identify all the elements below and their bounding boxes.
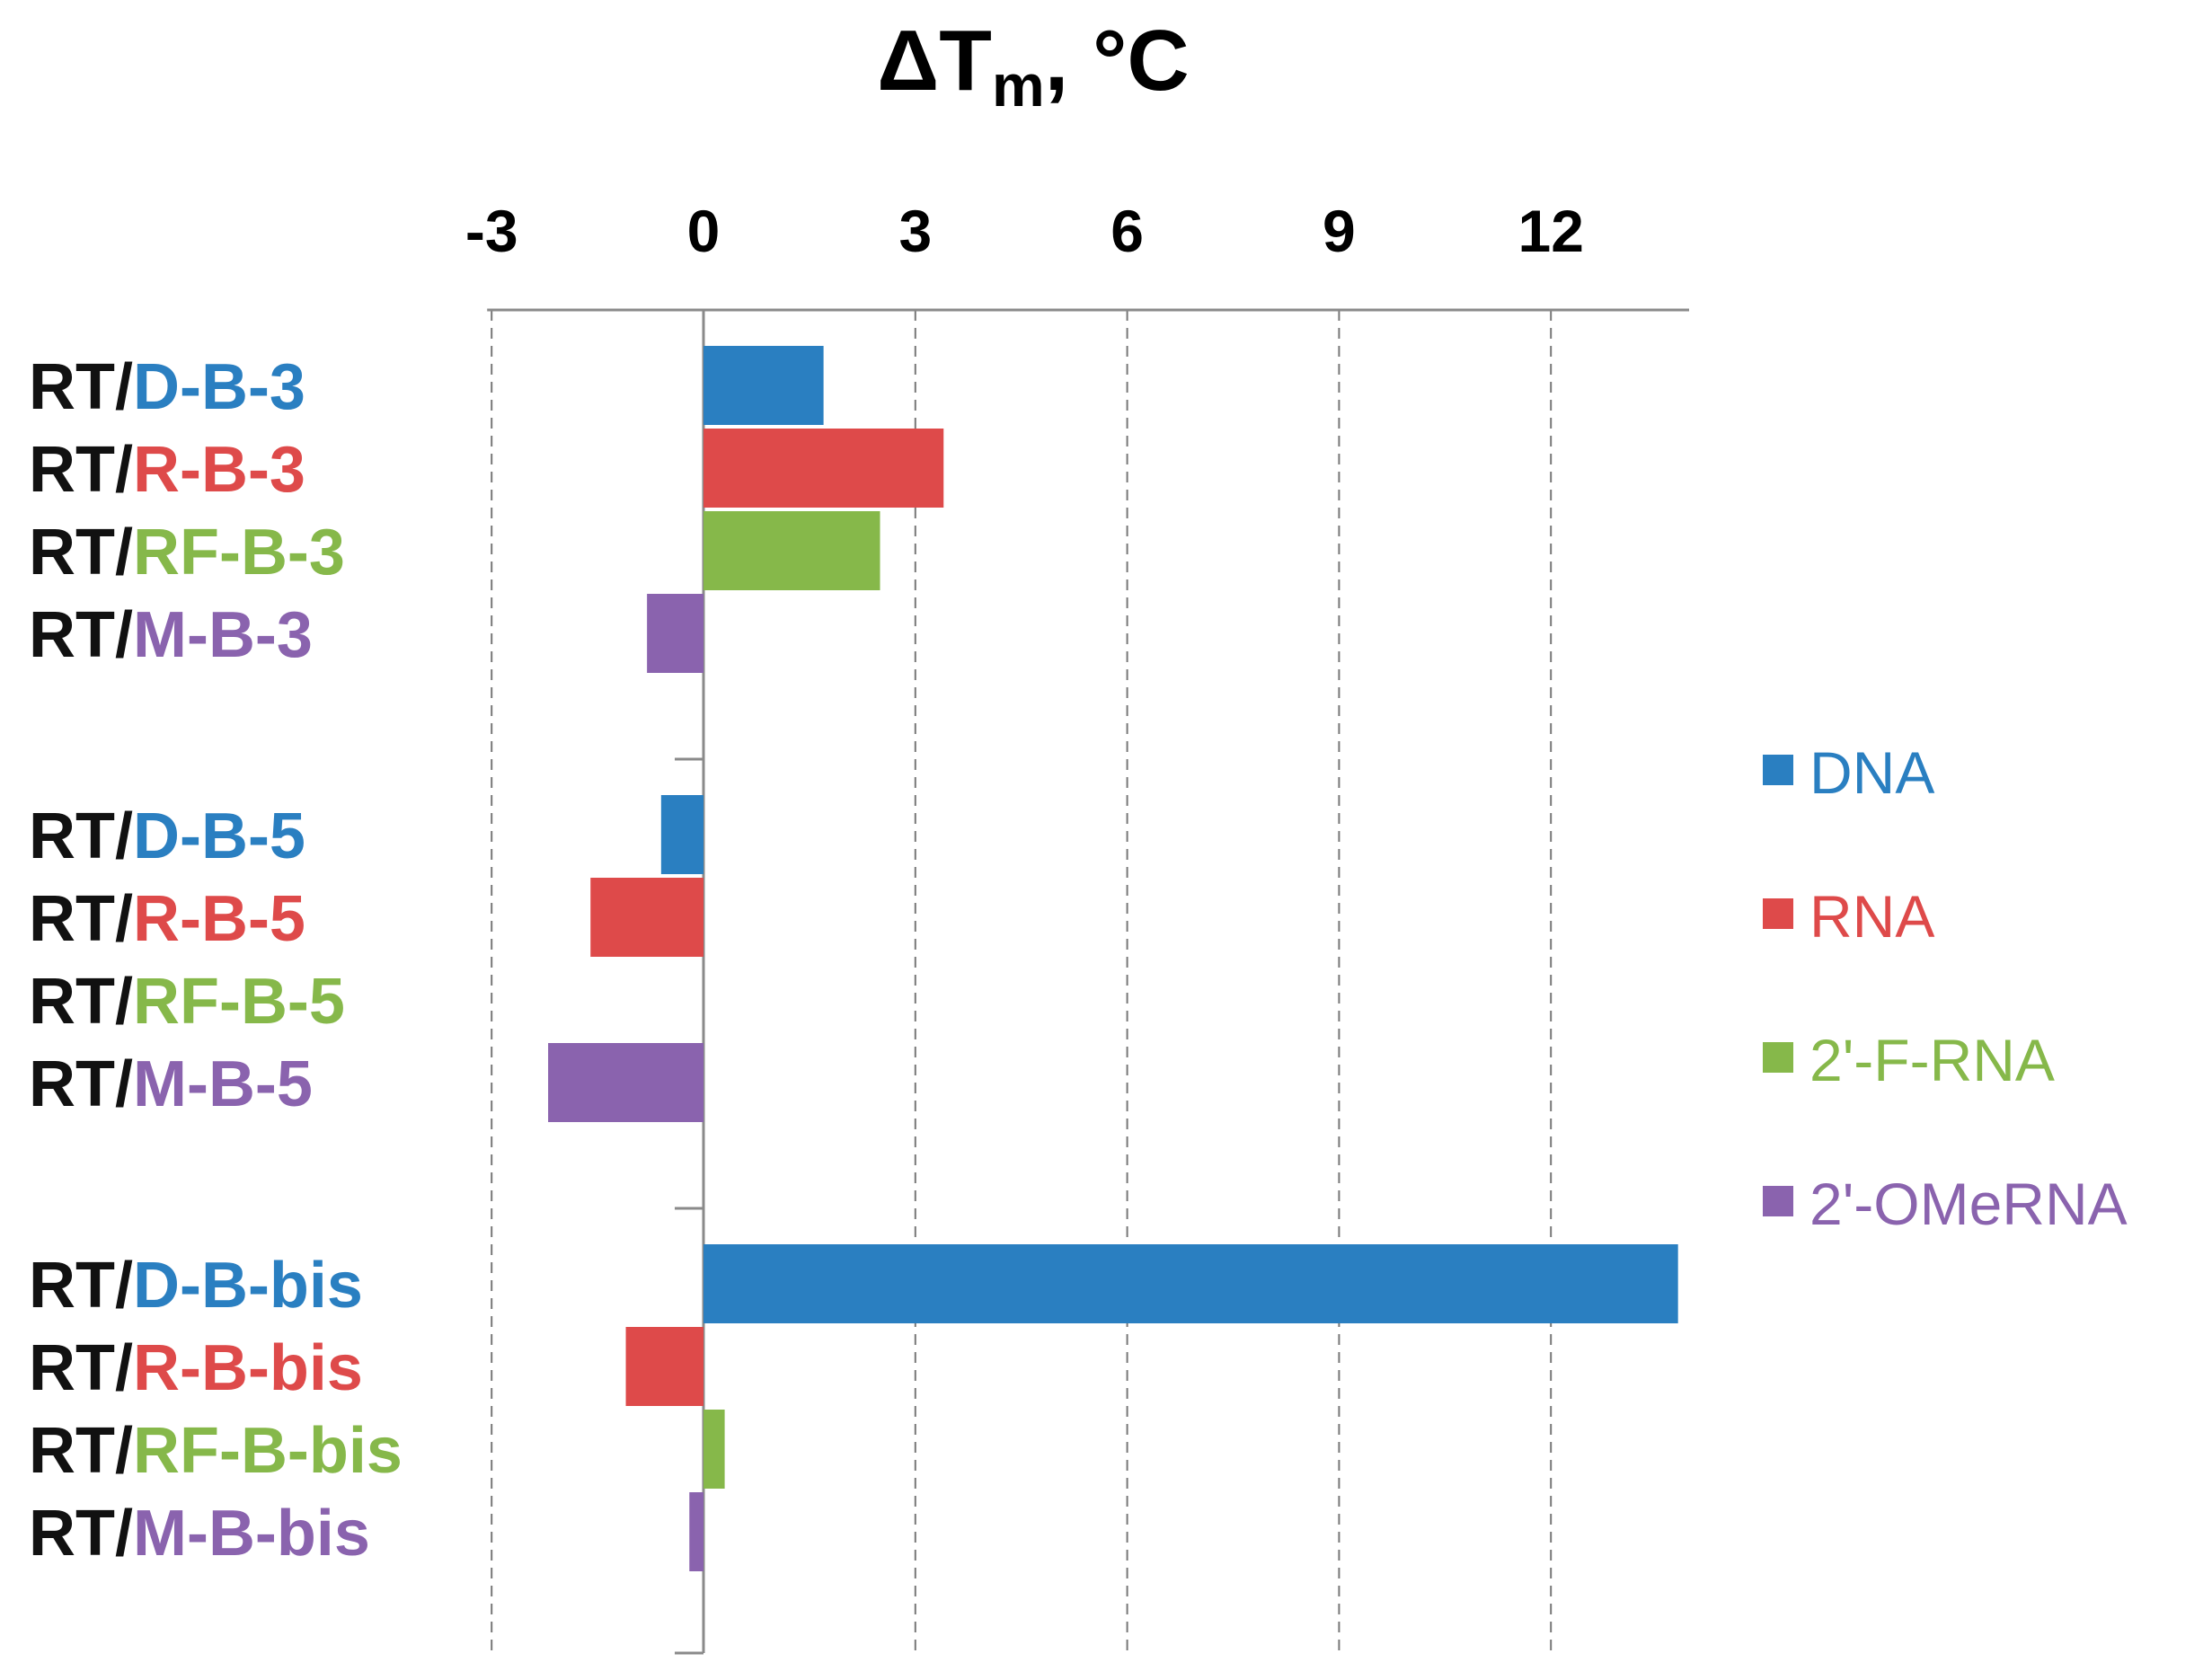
- category-prefix: RT/: [29, 351, 133, 423]
- category-name: M-B-bis: [133, 1498, 370, 1569]
- bar-r-b-bis: [625, 1327, 703, 1406]
- category-label: RT/R-B-5: [29, 883, 305, 955]
- legend-swatch: [1763, 898, 1793, 929]
- gridlines: [491, 310, 1553, 1653]
- bar-r-b-3: [703, 429, 944, 508]
- category-prefix: RT/: [29, 1250, 133, 1322]
- category-prefix: RT/: [29, 599, 133, 671]
- category-label: RT/R-B-3: [29, 434, 305, 506]
- category-prefix: RT/: [29, 966, 133, 1038]
- category-label: RT/D-B-bis: [29, 1250, 363, 1322]
- legend-label: 2'-F-RNA: [1809, 1027, 2055, 1093]
- category-name: D-B-3: [133, 351, 305, 423]
- category-prefix: RT/: [29, 1415, 133, 1487]
- category-label: RT/M-B-3: [29, 599, 313, 671]
- category-prefix: RT/: [29, 517, 133, 588]
- category-label: RT/D-B-5: [29, 800, 305, 872]
- legend-label: DNA: [1809, 739, 1934, 806]
- x-tick-label: -3: [465, 198, 518, 264]
- legend-label: RNA: [1809, 883, 1934, 950]
- bar-m-b-5: [548, 1043, 703, 1122]
- chart-title-suffix: , °C: [1045, 13, 1190, 109]
- bar-rf-b-3: [703, 511, 880, 590]
- legend-label: 2'-OMeRNA: [1809, 1171, 2128, 1237]
- category-name: M-B-3: [133, 599, 313, 671]
- legend: DNA RNA 2'-F-RNA 2'-OMeRNA: [1763, 739, 2128, 1237]
- category-prefix: RT/: [29, 1498, 133, 1569]
- bar-m-b-3: [647, 594, 703, 673]
- category-label: RT/RF-B-5: [29, 966, 345, 1038]
- chart-title-subscript: m: [992, 52, 1045, 119]
- category-label: RT/M-B-bis: [29, 1498, 370, 1569]
- category-name: R-B-5: [133, 883, 305, 955]
- legend-swatch: [1763, 1042, 1793, 1073]
- chart-title-main: ΔT: [877, 13, 992, 109]
- axes: -3 0 3 6 9 12: [465, 198, 1689, 1655]
- category-name: RF-B-3: [133, 517, 345, 588]
- category-prefix: RT/: [29, 1048, 133, 1120]
- x-tick-label: 9: [1323, 198, 1356, 264]
- category-label: RT/RF-B-bis: [29, 1415, 403, 1487]
- legend-swatch: [1763, 1186, 1793, 1216]
- category-prefix: RT/: [29, 800, 133, 872]
- bar-d-b-bis: [703, 1244, 1678, 1323]
- category-label: RT/RF-B-3: [29, 517, 345, 588]
- category-label: RT/R-B-bis: [29, 1332, 363, 1404]
- bars: [548, 346, 1678, 1571]
- legend-swatch: [1763, 755, 1793, 785]
- category-prefix: RT/: [29, 434, 133, 506]
- bar-d-b-5: [660, 795, 703, 874]
- category-prefix: RT/: [29, 1332, 133, 1404]
- category-labels: RT/D-B-3RT/R-B-3RT/RF-B-3RT/M-B-3RT/D-B-…: [29, 351, 403, 1569]
- category-name: R-B-bis: [133, 1332, 363, 1404]
- chart-title: ΔTm, °C: [877, 13, 1189, 119]
- x-tick-label: 3: [898, 198, 932, 264]
- category-prefix: RT/: [29, 883, 133, 955]
- x-tick-label: 12: [1517, 198, 1583, 264]
- category-label: RT/M-B-5: [29, 1048, 313, 1120]
- category-name: D-B-bis: [133, 1250, 363, 1322]
- x-tick-label: 6: [1110, 198, 1144, 264]
- bar-rf-b-bis: [703, 1410, 725, 1489]
- category-name: R-B-3: [133, 434, 305, 506]
- category-name: RF-B-bis: [133, 1415, 403, 1487]
- category-name: M-B-5: [133, 1048, 313, 1120]
- category-name: D-B-5: [133, 800, 305, 872]
- category-label: RT/D-B-3: [29, 351, 305, 423]
- bar-m-b-bis: [689, 1492, 703, 1571]
- x-tick-label: 0: [687, 198, 721, 264]
- bar-r-b-5: [590, 878, 703, 957]
- category-name: RF-B-5: [133, 966, 345, 1038]
- bar-d-b-3: [703, 346, 824, 425]
